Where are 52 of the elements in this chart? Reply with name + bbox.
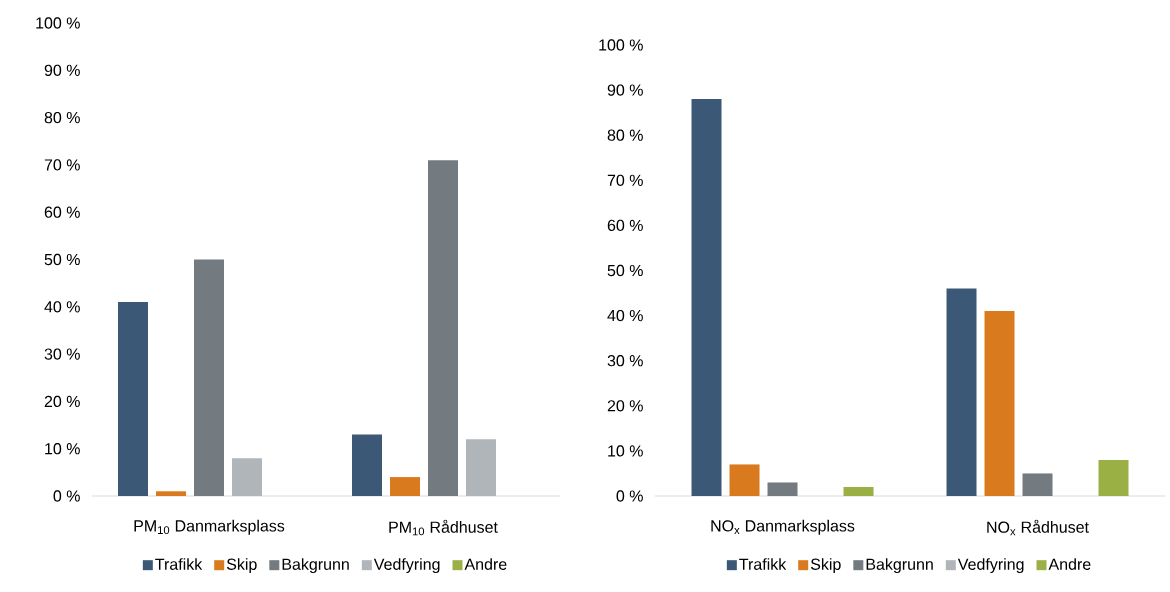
y-tick-label: 0 % [53,490,80,502]
bar [729,464,760,496]
y-tick-label: 40 % [607,309,643,322]
y-tick-label: 40 % [44,301,80,313]
bar [428,160,458,496]
y-tick-label: 70 % [607,174,643,186]
legend-label: Andre [464,558,507,570]
x-tick-label: NO$_{x}$ Rådhuset [987,519,1089,536]
legend-label: Trafikk [155,558,203,570]
x-tick-label: PM$_{10}$ Rådhuset [389,519,498,536]
y-tick-label: 10 % [608,445,643,457]
y-tick-label: 80 % [44,111,80,124]
y-tick-label: 90 % [607,84,643,96]
y-tick-label: 100 % [599,39,643,51]
y-tick-label: 100 % [36,17,80,29]
bar [691,99,722,496]
bar [390,477,420,496]
y-tick-label: 70 % [44,159,80,171]
y-tick-label: 30 % [44,348,80,360]
legend-label: Bakgrunn [866,558,933,574]
legend-label: Bakgrunn [282,558,349,574]
bar [118,302,148,496]
legend-label: Skip [226,558,257,574]
legend-label: Vedfyring [957,558,1024,574]
legend-label: Skip [810,558,841,574]
bar [466,439,496,496]
bar [767,482,798,496]
y-tick-label: 30 % [607,355,643,367]
legend-label: Trafikk [739,558,787,570]
y-tick-label: 10 % [45,443,80,455]
y-tick-label: 60 % [44,206,80,218]
bar [232,458,262,496]
y-tick-label: 60 % [607,219,643,232]
x-tick-label: PM$_{10}$ Danmarksplass [134,519,285,535]
bar [1022,473,1053,496]
bar [843,486,874,496]
y-tick-label: 50 % [44,253,80,266]
bar [194,259,224,496]
y-tick-label: 90 % [44,64,80,76]
legend-label: Andre [1048,558,1091,570]
y-tick-label: 50 % [607,264,643,277]
legend-label: Vedfyring [373,558,440,574]
bar [946,288,977,496]
bar [1098,459,1129,496]
y-tick-label: 80 % [607,129,643,141]
y-tick-label: 20 % [607,400,643,412]
y-tick-label: 0 % [616,490,643,502]
x-tick-label: NO$_{x}$ Danmarksplass [711,519,855,535]
bar [984,311,1015,496]
y-tick-label: 20 % [44,395,80,408]
bar [156,491,186,496]
bar [352,434,382,496]
